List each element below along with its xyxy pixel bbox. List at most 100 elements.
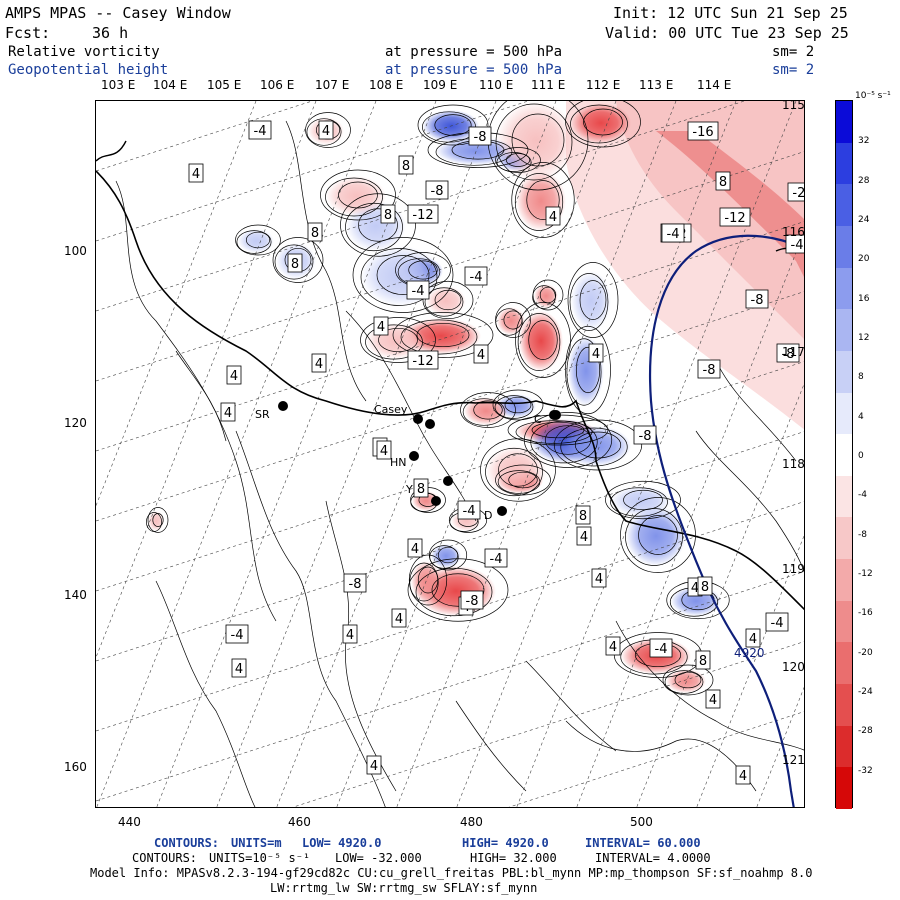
contour-label: -4 [785,234,804,254]
colorbar-tick-label: -28 [858,726,873,737]
colorbar-tick-label: 20 [858,254,870,265]
svg-text:8: 8 [311,226,319,241]
svg-text:8: 8 [579,509,587,524]
lon-label-right: 120 E [782,660,805,674]
contour-label: 8 [695,650,711,670]
svg-text:-20: -20 [792,186,805,201]
svg-text:-8: -8 [751,293,764,308]
colorbar-tick-label: 12 [858,333,870,343]
svg-text:-8: -8 [349,577,362,592]
colorbar-tick-label: -32 [858,765,873,776]
station-marker [413,414,423,424]
contour-label: -4 [457,500,481,520]
svg-text:-12: -12 [724,211,745,226]
longitude-labels-right: 115 E 116 E 117 E 118 E 119 E 120 E 121 E [782,101,805,767]
svg-text:-4: -4 [463,504,476,519]
svg-text:4: 4 [395,612,403,627]
svg-text:-4: -4 [470,270,483,285]
svg-text:-8: -8 [782,347,795,362]
colorbar [835,100,853,810]
contour-label: -4 [661,223,685,243]
contour-label: 4 [576,526,592,546]
footer-c2-interval: INTERVAL= 4.0000 [595,851,711,865]
svg-text:4: 4 [580,530,588,545]
lon-label-right: 121 E [782,753,805,767]
svg-text:4: 4 [370,759,378,774]
contour-label: -16 [687,121,719,141]
colorbar-segment [836,684,852,727]
lon-label-right: 119 E [782,562,805,576]
colorbar-segment [836,101,852,144]
svg-text:-8: -8 [466,594,479,609]
station-marker [425,419,435,429]
contour-label: 4 [311,353,327,373]
contour-label: 4 [366,755,382,775]
lon-label-right: 117 E [782,345,805,359]
colorbar-tick-label: 0 [858,451,864,461]
lon-label-right: 118 E [782,457,805,471]
contour-label: 4 [605,636,621,656]
svg-text:-4: -4 [231,628,244,643]
lon-label-top: 107 E [315,78,350,92]
contour-label: 4 [391,608,407,628]
contour-label: 4 [705,689,721,709]
contour-label: 8 [715,171,731,191]
contour-label: 8 [697,576,713,596]
colorbar-tick-label: -12 [858,569,873,579]
contour-label: 4 [220,402,236,422]
colorbar-tick-label: -4 [858,490,867,501]
contour-label: -12 [407,350,439,370]
svg-text:4: 4 [322,124,330,139]
svg-text:8: 8 [417,482,425,497]
footer-c1-interval: INTERVAL= 60.000 [585,836,701,850]
svg-text:-4: -4 [791,238,804,253]
contour-label: 4 [373,316,389,336]
lon-label-top: 103 E [101,78,136,92]
map-panel: 4920 SRCaseyHNYKSDC -444-8-8888-124-48-4… [95,100,805,808]
colorbar-tick-label: -16 [858,608,873,619]
lon-label-top: 112 E [586,78,621,92]
svg-text:4: 4 [595,572,603,587]
geopotential-height-contour: 4920 [648,234,804,807]
station-marker [409,451,419,461]
colorbar-segment [836,309,852,352]
contour-label: 4 [342,624,358,644]
svg-text:4: 4 [749,632,757,647]
colorbar-segment [836,559,852,602]
station-label: SR [255,408,270,421]
y-tick-label: 160 [64,760,87,774]
contour-labels: -4 4 4 -8 -8 8 8 8 -12 4 -4 8 -4 4 -12 4 4 4 4 8 4 8 4 -4 4 4 -8 -4… [188,120,805,785]
field2-smoothing: sm= 2 [772,62,815,78]
svg-text:4: 4 [477,348,485,363]
contour-label: -8 [776,343,800,363]
lon-label-top: 105 E [207,78,242,92]
y-tick-label: 100 [64,244,87,258]
svg-text:-4: -4 [667,227,680,242]
field1-smoothing: sm= 2 [772,44,815,60]
footer-c1-units: UNITS=m [231,836,282,850]
colorbar-segment [836,350,852,394]
colorbar-segment [836,642,852,685]
svg-text:8: 8 [291,257,299,272]
contour-label: -8 [468,126,492,146]
svg-text:4: 4 [235,662,243,677]
lon-label-top: 110 E [479,78,514,92]
svg-text:4: 4 [192,167,200,182]
contour-label: 8 [287,253,303,273]
station-label: C [534,413,542,426]
lon-label-top: 104 E [153,78,188,92]
contour-label: 4 [231,658,247,678]
vorticity-fills [148,101,804,693]
footer-c2-title: CONTOURS: [132,851,198,865]
contour-label: 4 [473,344,489,364]
svg-text:4: 4 [230,369,238,384]
contour-label: 4 [545,206,561,226]
contour-label: -12 [407,204,439,224]
colorbar-segment [836,767,852,810]
field1-level: at pressure = 500 hPa [385,44,563,60]
contour-label: -4 [765,612,789,632]
svg-text:8: 8 [719,175,727,190]
footer-c2-high: HIGH= 32.000 [470,851,557,865]
model-title: AMPS MPAS -- Casey Window [5,4,231,22]
valid-time: Valid: 00 UTC Tue 23 Sep 25 [605,24,849,42]
